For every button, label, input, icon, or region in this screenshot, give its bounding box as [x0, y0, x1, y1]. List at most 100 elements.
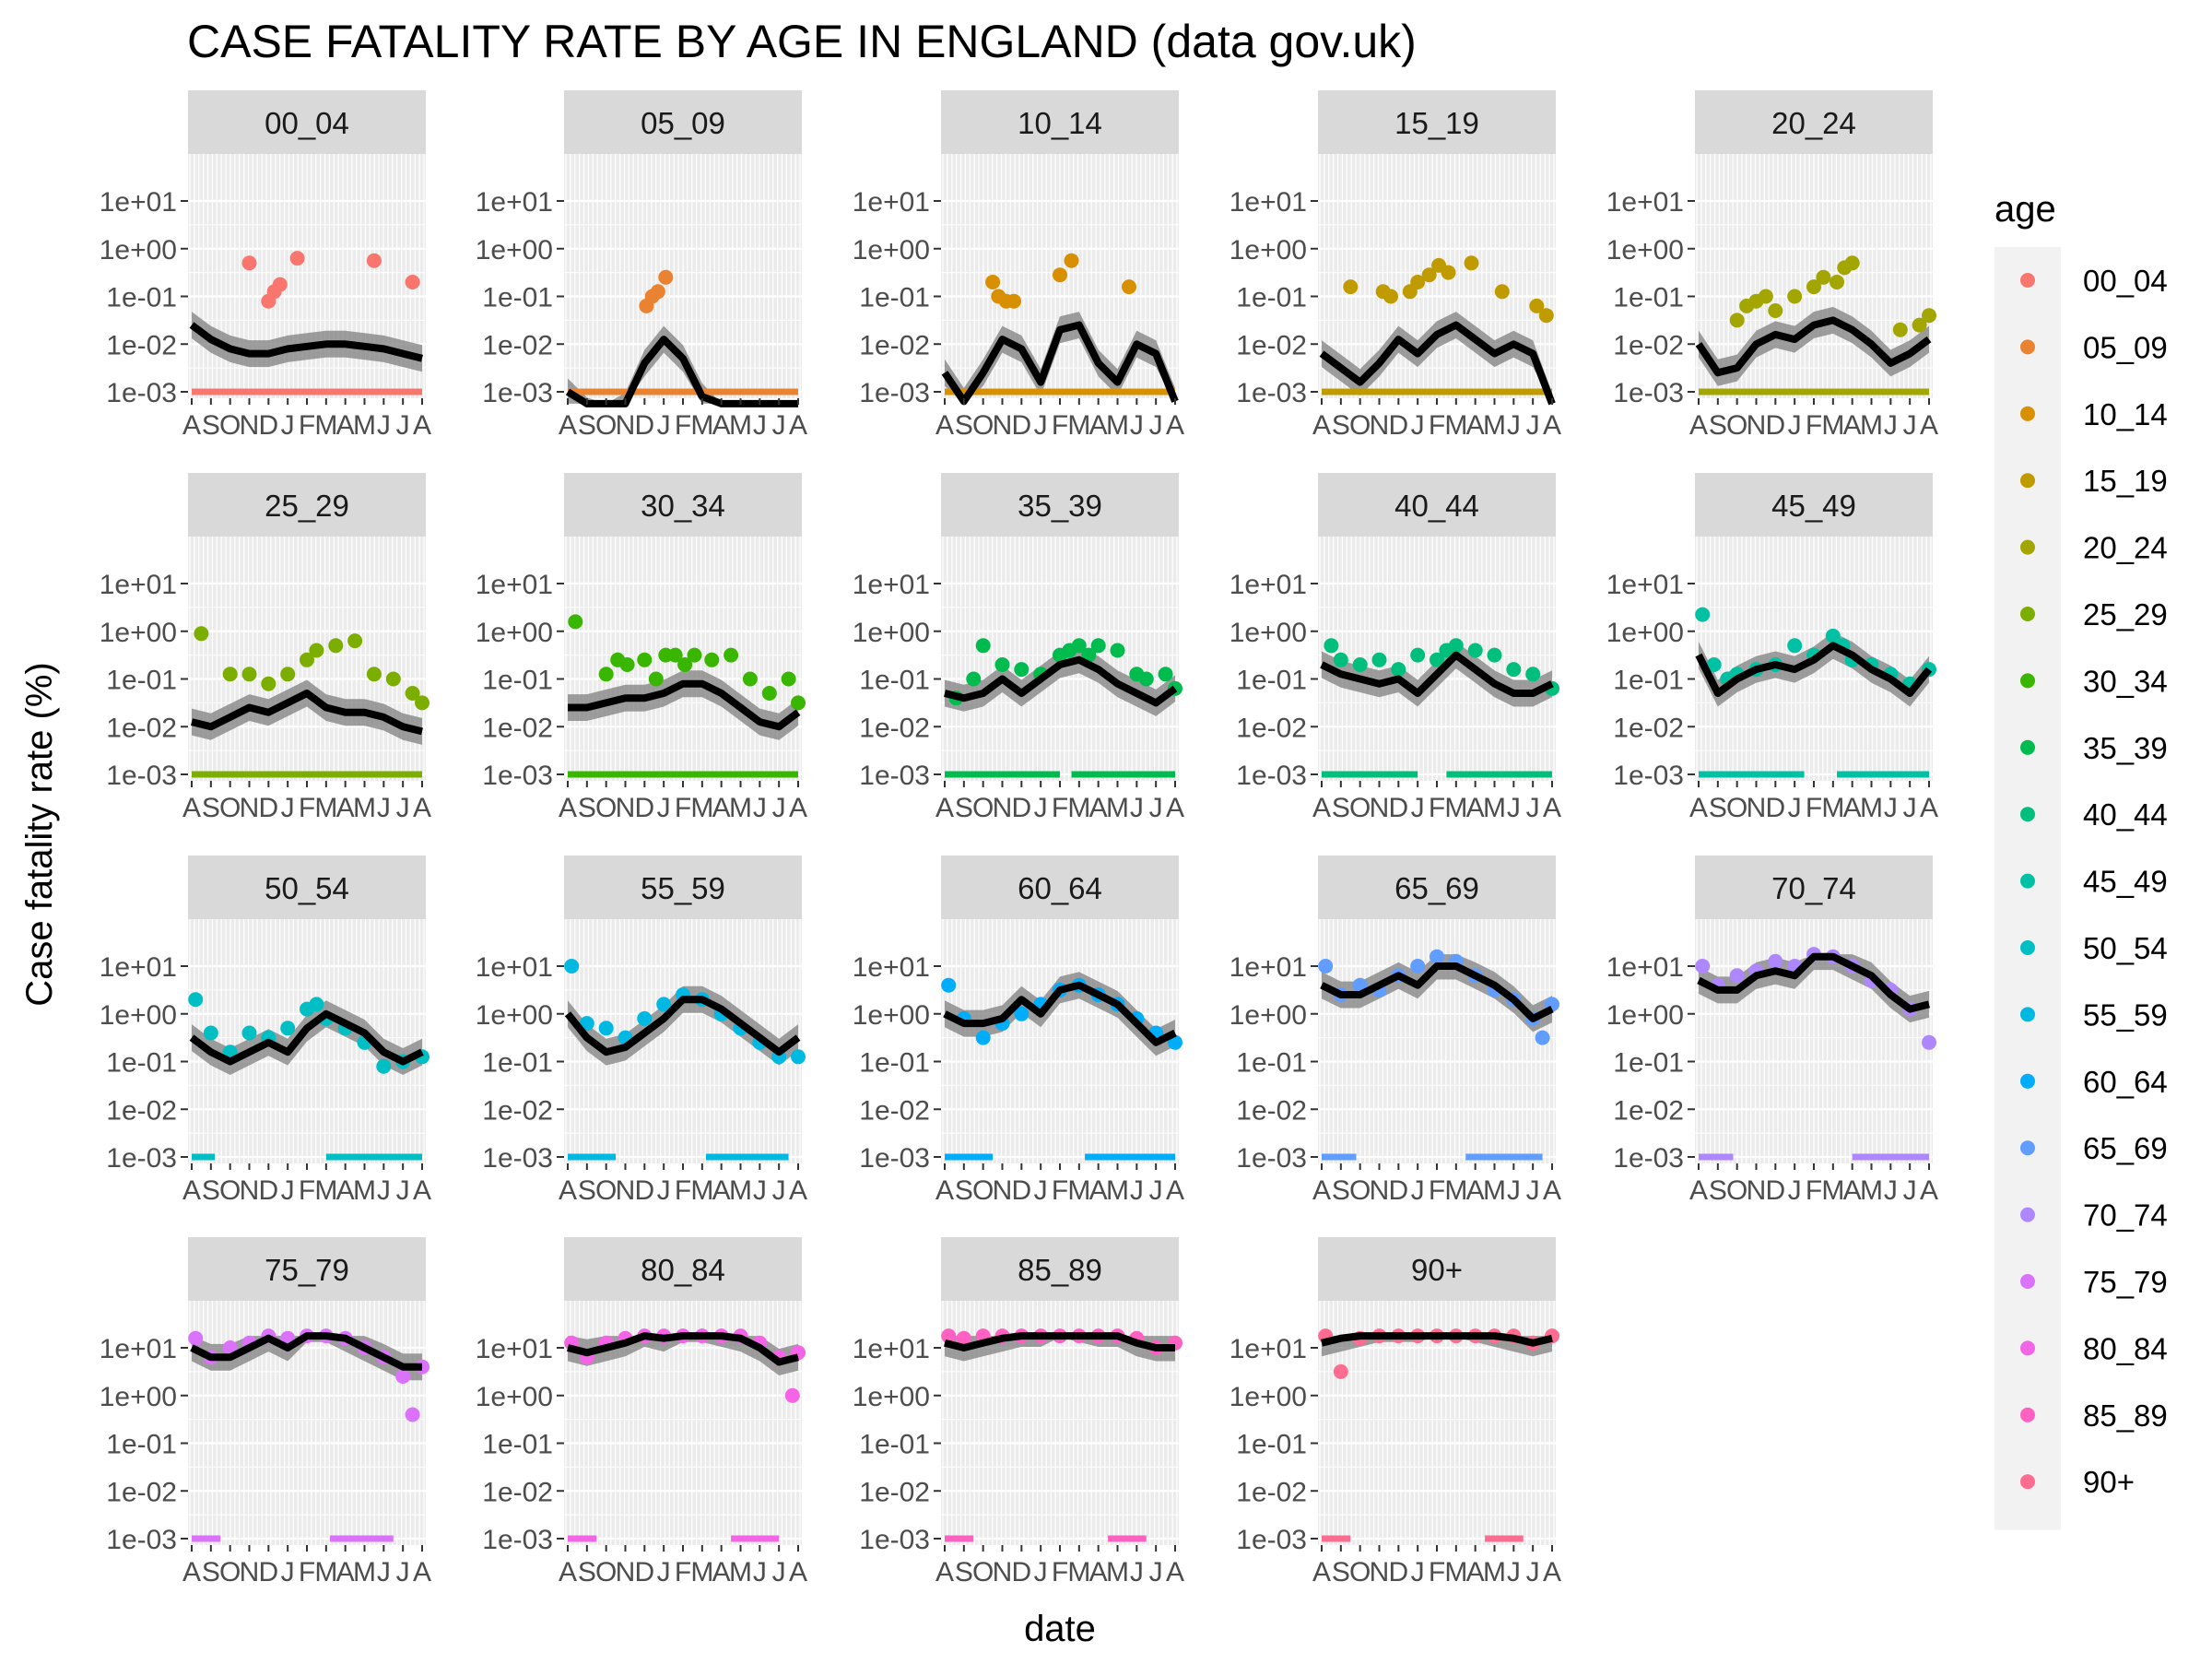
legend-key — [2020, 1340, 2035, 1356]
facet-strip — [564, 473, 802, 537]
data-point — [598, 667, 614, 682]
x-tick-label: O — [1726, 793, 1747, 823]
legend-key — [2020, 940, 2035, 955]
data-point — [1430, 949, 1444, 964]
data-point — [1014, 662, 1030, 678]
y-tick-label: 1e+01 — [1606, 952, 1684, 983]
x-tick-label: J — [1903, 410, 1917, 441]
confidence-band — [945, 972, 1175, 1056]
data-point — [1922, 308, 1936, 324]
x-tick-label: M — [729, 410, 752, 441]
data-point — [241, 1025, 257, 1041]
data-point — [188, 1330, 204, 1346]
x-tick-label: M — [1821, 1175, 1844, 1206]
facet-strip-label: 40_44 — [1394, 489, 1479, 523]
confidence-band — [568, 670, 798, 740]
legend-key — [2020, 1407, 2035, 1422]
y-tick-label: 1e+00 — [853, 1000, 930, 1031]
facet-strip-label: 55_59 — [641, 871, 725, 905]
y-tick-label: 1e-02 — [106, 1477, 177, 1507]
data-point — [1333, 1363, 1348, 1379]
x-tick-label: A — [935, 1175, 954, 1206]
y-tick-label: 1e-03 — [859, 1143, 930, 1174]
data-point — [1383, 289, 1398, 304]
y-tick-label: 1e-01 — [482, 283, 553, 313]
x-tick-label: D — [258, 1175, 278, 1206]
facet-strip-label: 10_14 — [1018, 106, 1102, 140]
data-point — [1158, 667, 1173, 682]
y-tick-label: 1e+01 — [100, 187, 177, 218]
x-tick-label: S — [1709, 793, 1727, 823]
x-tick-label: J — [772, 1175, 786, 1206]
x-tick-label: J — [1130, 1175, 1144, 1206]
x-tick-label: A — [182, 793, 201, 823]
y-tick-label: 1e-03 — [859, 1525, 930, 1555]
trend-line — [943, 981, 1177, 1046]
confidence-band — [192, 679, 422, 745]
y-tick-label: 1e-01 — [1236, 1048, 1307, 1079]
x-tick-label: D — [1011, 793, 1031, 823]
trend-line — [1695, 642, 1933, 697]
x-tick-label: J — [1149, 410, 1163, 441]
y-tick-label: 1e+00 — [476, 618, 553, 648]
x-tick-label: N — [1370, 1175, 1390, 1206]
legend-label: 15_19 — [2083, 464, 2168, 498]
trend-line — [1697, 952, 1930, 1013]
data-point — [1729, 313, 1745, 328]
data-point — [309, 643, 324, 658]
x-tick-label: J — [1884, 410, 1898, 441]
data-point — [1421, 267, 1437, 283]
data-point — [1816, 269, 1831, 285]
facet-strip — [941, 90, 1179, 154]
x-tick-label: J — [1788, 410, 1802, 441]
x-tick-label: O — [972, 1175, 994, 1206]
x-tick-label: D — [1765, 793, 1785, 823]
y-tick-label: 1e-01 — [482, 666, 553, 696]
x-tick-label: D — [1388, 1175, 1408, 1206]
x-tick-label: J — [1130, 410, 1144, 441]
data-point — [188, 992, 204, 1008]
facet-strip-label: 25_29 — [265, 489, 349, 523]
legend-label: 55_59 — [2083, 997, 2168, 1032]
facet-strip — [1318, 856, 1556, 919]
x-tick-label: J — [1903, 1175, 1917, 1206]
x-tick-label: D — [1765, 1175, 1785, 1206]
x-tick-label: F — [299, 410, 315, 441]
y-tick-label: 1e+01 — [1606, 187, 1684, 218]
y-tick-label: 1e-03 — [859, 378, 930, 408]
facet-strip-label: 05_09 — [641, 106, 725, 140]
x-tick-label: J — [1034, 1557, 1048, 1587]
y-tick-label: 1e-03 — [1236, 1143, 1307, 1174]
y-tick-label: 1e-01 — [859, 1048, 930, 1079]
x-tick-label: O — [219, 1557, 241, 1587]
data-point — [1912, 317, 1927, 333]
x-tick-label: F — [299, 1175, 315, 1206]
y-tick-label: 1e-02 — [1613, 1095, 1684, 1126]
data-point — [385, 671, 401, 687]
y-tick-label: 1e+00 — [100, 618, 177, 648]
data-point — [941, 977, 957, 993]
x-tick-label: F — [675, 1175, 691, 1206]
x-tick-label: J — [377, 1557, 391, 1587]
x-tick-label: A — [1543, 410, 1561, 441]
x-tick-label: M — [1067, 1557, 1090, 1587]
data-point — [687, 647, 702, 663]
x-tick-label: F — [1806, 410, 1822, 441]
x-tick-label: S — [202, 793, 220, 823]
y-tick-label: 1e+00 — [100, 235, 177, 266]
x-tick-label: S — [202, 410, 220, 441]
x-tick-label: F — [675, 410, 691, 441]
y-tick-label: 1e-03 — [1236, 1525, 1307, 1555]
data-point — [280, 1021, 296, 1036]
x-tick-label: A — [559, 410, 577, 441]
data-point — [1410, 959, 1426, 974]
x-tick-label: A — [935, 1557, 954, 1587]
x-tick-label: A — [1089, 793, 1108, 823]
x-tick-label: O — [1349, 1175, 1371, 1206]
